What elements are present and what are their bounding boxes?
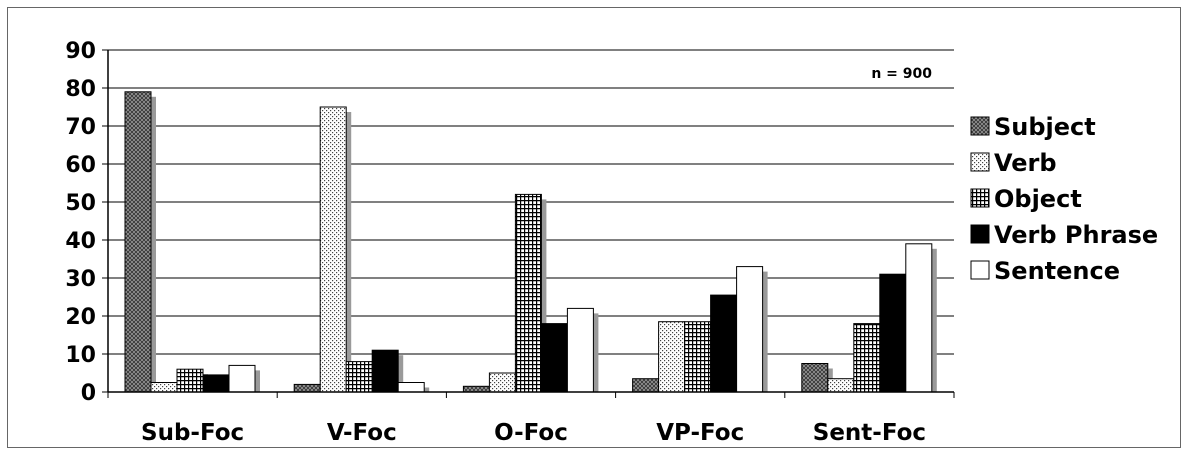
- y-tick-label: 20: [65, 305, 96, 330]
- bar-subject-v-foc: [293, 383, 321, 393]
- legend-swatch: [970, 260, 990, 280]
- y-tick-label: 0: [81, 381, 96, 406]
- y-tick-label: 80: [65, 77, 96, 102]
- legend-swatch: [970, 224, 990, 244]
- gridlines: [108, 49, 954, 355]
- bar-subject-sent-foc: [801, 363, 829, 393]
- bar-verb-phrase-sub-foc: [202, 374, 230, 393]
- bar-verb-phrase-sent-foc: [879, 273, 907, 393]
- y-tick-label: 50: [65, 191, 96, 216]
- bar-verb-sub-foc: [150, 382, 178, 393]
- sample-size-annotation: n = 900: [871, 66, 932, 82]
- bar-sentence-vp-foc: [736, 266, 764, 393]
- bar-subject-vp-foc: [632, 378, 660, 393]
- bar-object-sub-foc: [176, 368, 204, 393]
- bar-sentence-v-foc: [397, 382, 425, 393]
- bar-verb-vp-foc: [658, 321, 686, 393]
- bar-subject-o-foc: [462, 385, 490, 393]
- x-tick-label: Sent-Foc: [813, 420, 926, 446]
- y-tick-label: 60: [65, 153, 96, 178]
- legend-label: Verb Phrase: [994, 221, 1158, 249]
- x-tick-label: VP-Foc: [656, 420, 744, 446]
- bar-object-o-foc: [514, 193, 542, 393]
- y-tick-label: 40: [65, 229, 96, 254]
- bar-object-v-foc: [345, 361, 373, 393]
- bar-verb-v-foc: [319, 106, 347, 393]
- bar-verb-phrase-v-foc: [371, 349, 399, 393]
- legend-swatch: [970, 152, 990, 172]
- bar-object-sent-foc: [853, 323, 881, 393]
- y-tick-label: 70: [65, 115, 96, 140]
- bar-verb-phrase-o-foc: [540, 323, 568, 393]
- x-tick-label: O-Foc: [494, 420, 568, 446]
- legend-swatch: [970, 188, 990, 208]
- bar-sentence-o-foc: [566, 307, 594, 393]
- chart-border: [7, 7, 1181, 448]
- x-tick-label: V-Foc: [327, 420, 397, 446]
- bar-object-vp-foc: [684, 321, 712, 393]
- x-tick-label: Sub-Foc: [141, 420, 244, 446]
- legend-label: Sentence: [994, 257, 1120, 285]
- y-tick-labels: 0 10 20 30 40 50 60 70 80 90: [65, 39, 108, 406]
- x-tick-labels: Sub-Foc V-Foc O-Foc VP-Foc Sent-Foc: [141, 420, 926, 446]
- bar-verb-sent-foc: [827, 378, 855, 393]
- y-tick-label: 30: [65, 267, 96, 292]
- bar-sentence-sent-foc: [905, 243, 933, 393]
- legend-label: Subject: [994, 113, 1096, 141]
- legend-label: Verb: [994, 149, 1057, 177]
- bar-subject-sub-foc: [124, 91, 152, 393]
- bars: [124, 91, 937, 393]
- axes: [107, 50, 955, 398]
- legend-label: Object: [994, 185, 1082, 213]
- legend: Subject Verb Object Verb Phrase Sentence: [970, 113, 1158, 285]
- bar-verb-phrase-vp-foc: [710, 294, 738, 393]
- bar-sentence-sub-foc: [228, 364, 256, 393]
- y-tick-label: 90: [65, 39, 96, 64]
- y-tick-label: 10: [65, 343, 96, 368]
- bar-verb-o-foc: [488, 372, 516, 393]
- legend-swatch: [970, 116, 990, 136]
